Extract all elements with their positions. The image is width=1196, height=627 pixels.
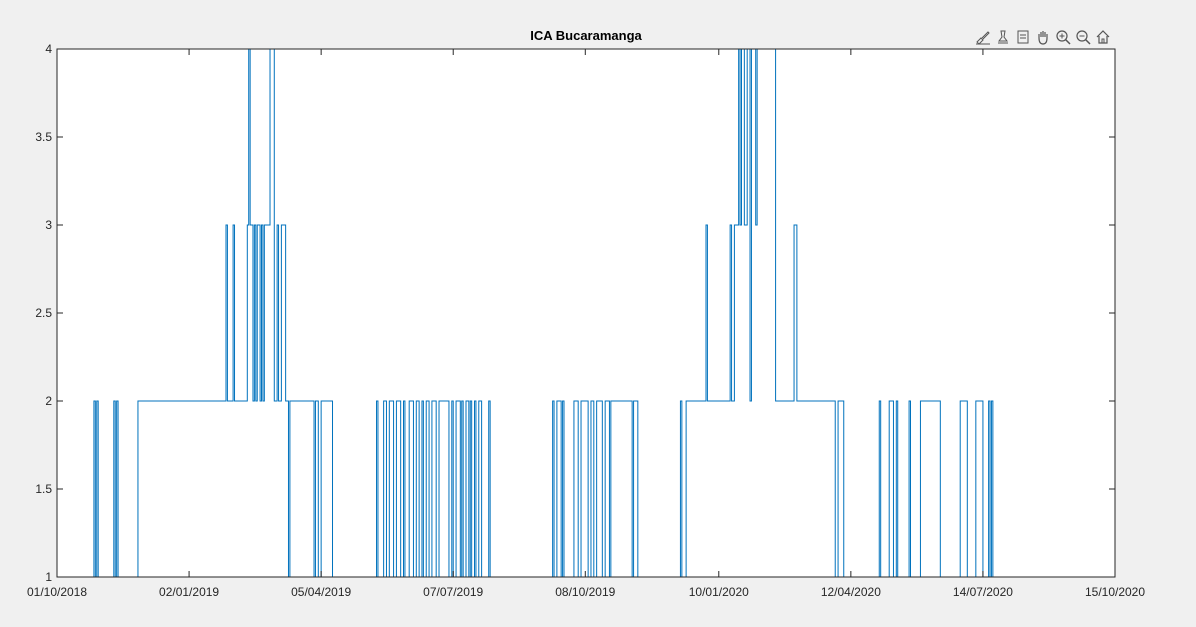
x-tick-label: 05/04/2019 [291,585,351,599]
x-tick-label: 01/10/2018 [27,585,87,599]
x-tick-label: 07/07/2019 [423,585,483,599]
x-axis: 01/10/2018 02/01/2019 05/04/2019 07/07/2019… [27,49,1145,599]
data-tips-icon[interactable] [994,28,1012,46]
pan-icon[interactable] [1034,28,1052,46]
y-tick-label: 3.5 [35,130,52,144]
x-tick-label: 14/07/2020 [953,585,1013,599]
chart-title: ICA Bucaramanga [530,28,642,43]
y-axis: 1 1.5 2 2.5 3 3.5 4 [35,42,1115,584]
x-tick-label: 10/01/2020 [689,585,749,599]
axes-toolbar [974,28,1112,48]
x-tick-label: 08/10/2019 [555,585,615,599]
y-tick-label: 2 [45,394,52,408]
zoom-in-icon[interactable] [1054,28,1072,46]
series-layer [57,48,1022,578]
home-icon[interactable] [1094,28,1112,46]
series-line-0 [57,48,1022,578]
x-tick-label: 12/04/2020 [821,585,881,599]
zoom-out-icon[interactable] [1074,28,1092,46]
brush-icon[interactable] [974,28,992,46]
plot-area[interactable] [57,49,1115,577]
y-tick-label: 1.5 [35,482,52,496]
y-tick-label: 4 [45,42,52,56]
y-tick-label: 1 [45,570,52,584]
x-tick-label: 02/01/2019 [159,585,219,599]
x-tick-label: 15/10/2020 [1085,585,1145,599]
legend-icon[interactable] [1014,28,1032,46]
y-tick-label: 2.5 [35,306,52,320]
y-tick-label: 3 [45,218,52,232]
